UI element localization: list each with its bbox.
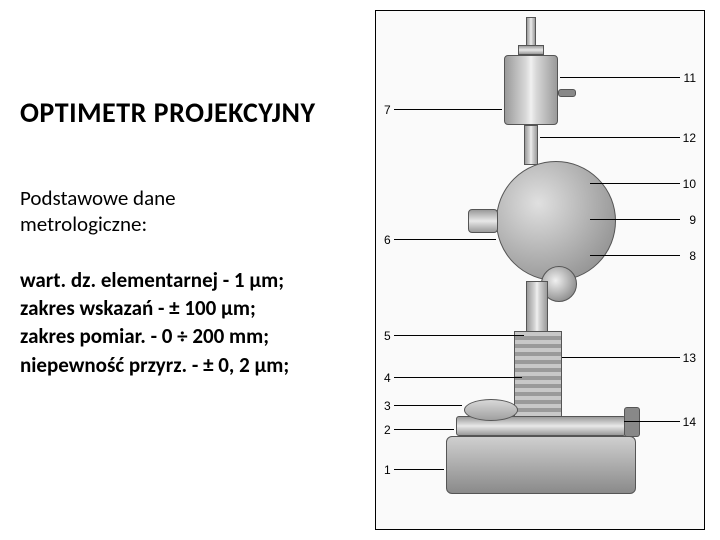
callout-13: 13	[683, 351, 696, 365]
instrument-figure: 7 6 5 4 3 2 1 11 12 10 9 8 13 14	[375, 10, 705, 530]
callout-11: 11	[684, 71, 696, 85]
spec-line-4: niepewność przyrz. - ± 0, 2 μm;	[20, 351, 340, 379]
callout-4: 4	[384, 371, 391, 385]
callout-5: 5	[384, 329, 391, 343]
callout-2: 2	[384, 423, 391, 437]
callout-3: 3	[384, 399, 391, 413]
callout-10: 10	[683, 177, 696, 191]
subhead-line2: metrologiczne:	[20, 211, 147, 237]
spec-line-3: zakres pomiar. - 0 ÷ 200 mm;	[20, 322, 340, 350]
callout-9: 9	[689, 213, 696, 227]
spec-line-2: zakres wskazań - ± 100 μm;	[20, 294, 340, 322]
spec-line-1: wart. dz. elementarnej - 1 μm;	[20, 266, 340, 294]
page-title: OPTIMETR PROJEKCYJNY	[20, 95, 340, 130]
callout-12: 12	[683, 131, 696, 145]
callout-7: 7	[384, 103, 391, 117]
callout-8: 8	[689, 249, 696, 263]
callout-6: 6	[384, 233, 391, 247]
specs-block: wart. dz. elementarnej - 1 μm; zakres ws…	[20, 266, 340, 379]
subhead-line1: Podstawowe dane	[20, 185, 176, 211]
subheading: Podstawowe dane metrologiczne:	[20, 185, 340, 238]
callout-1: 1	[384, 463, 391, 477]
callout-14: 14	[683, 415, 696, 429]
